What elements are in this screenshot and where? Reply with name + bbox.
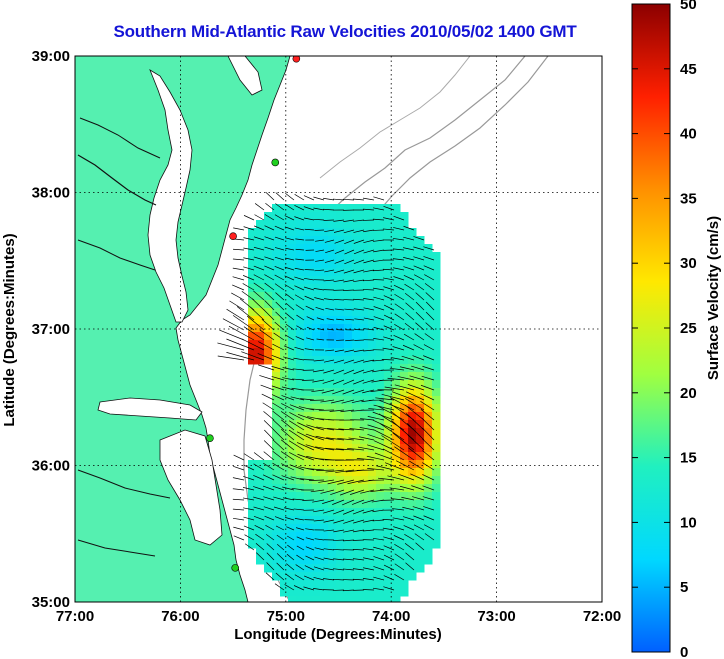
colorbar-label: Surface Velocity (cm/s) [705,216,722,380]
station-north [292,56,301,63]
delaware-bay [227,56,263,96]
grid-lines [75,56,602,602]
latitude-ticks: 35:00 36:00 37:00 38:00 39:00 [32,48,70,611]
land-mass [75,56,291,602]
lon-tick-label: 74:00 [372,608,410,625]
station-hatteras [231,564,240,572]
colorbar-tick-label: 40 [680,126,697,143]
station-delaware [271,158,280,167]
chesapeake-bay [147,69,193,323]
potomac-river [77,154,157,206]
colorbar-tick-label: 45 [680,61,697,78]
bathymetry-contour-3 [319,56,471,179]
river-carolina [77,469,171,499]
velocity-field [248,204,441,602]
colorbar-tick-label: 10 [680,514,697,531]
lat-tick-label: 39:00 [32,48,70,65]
lon-tick-label: 72:00 [583,608,621,625]
colorbar-tick-label: 30 [680,255,697,272]
x-axis-label: Longitude (Degrees:Minutes) [234,626,442,643]
plot-frame [74,55,603,603]
colorbar-tick-label: 15 [680,450,697,467]
longitude-ticks: 77:00 76:00 75:00 74:00 73:00 72:00 [56,608,621,625]
albemarle-sound [97,397,203,421]
pamlico-sound [159,429,223,546]
river-north [79,117,161,159]
river-south [77,239,156,271]
y-axis-label: Latitude (Degrees:Minutes) [1,233,18,426]
colorbar-tick-label: 5 [680,579,688,596]
chart-title: Southern Mid-Atlantic Raw Velocities 201… [113,22,577,41]
lat-tick-label: 36:00 [32,458,70,475]
lon-tick-label: 75:00 [267,608,305,625]
lon-tick-label: 76:00 [161,608,199,625]
colorbar-tick-label: 50 [680,0,697,13]
colorbar-tick-label: 0 [680,644,688,659]
colorbar-tick-label: 35 [680,190,697,207]
station-duck [206,434,214,443]
river-carolina-2 [77,539,156,557]
radar-stations [206,56,301,572]
colorbar-ticks: 0 5 10 15 20 25 30 35 40 45 50 [632,0,697,659]
lat-tick-label: 35:00 [32,594,70,611]
colorbar-tick-label: 20 [680,385,697,402]
lon-tick-label: 77:00 [56,608,94,625]
station-virginia [229,232,237,240]
lat-tick-label: 38:00 [32,185,70,202]
lon-tick-label: 73:00 [477,608,515,625]
lat-tick-label: 37:00 [32,321,70,338]
colorbar-tick-label: 25 [680,320,697,337]
